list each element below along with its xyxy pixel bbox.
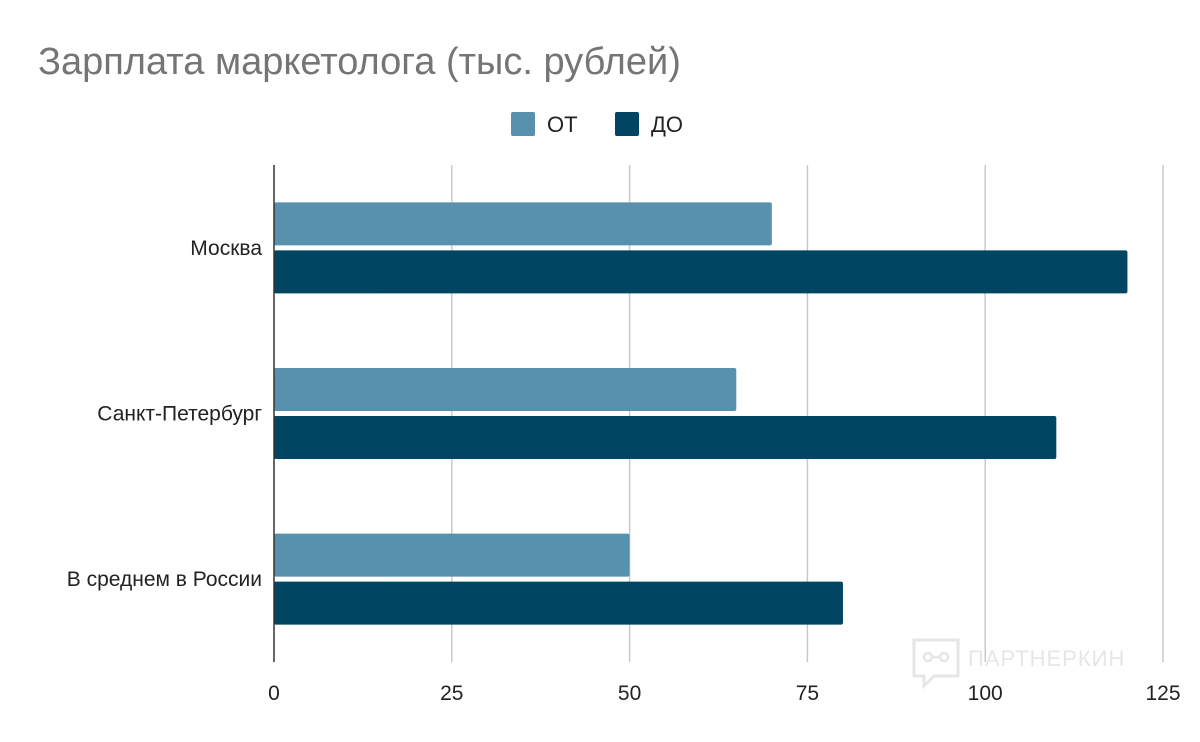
legend-label-ot: ОТ [547,112,578,137]
x-tick-label: 0 [268,682,280,705]
bar-do-1 [274,416,1057,459]
axis-labels: 0 25 50 75 100 125 Москва Санкт-Петербург В сред… [67,237,1181,705]
x-tick-label: 50 [618,682,641,705]
x-tick-label: 125 [1145,682,1180,705]
category-label: В среднем в России [67,568,262,591]
bar-do-0 [274,250,1128,294]
x-tick-label: 100 [968,682,1003,705]
category-label: Москва [190,237,262,260]
bars [274,202,1128,625]
legend-swatch-ot [511,112,535,136]
bar-ot-2 [274,533,630,577]
grid-lines [451,165,1164,662]
category-label: Санкт-Петербург [97,403,262,426]
bar-ot-1 [274,368,737,411]
bar-do-2 [274,581,843,625]
x-tick-label: 25 [440,682,463,705]
x-tick-label: 75 [796,682,819,705]
legend-swatch-do [615,112,639,136]
legend: ОТ ДО [511,112,683,137]
chart-title: Зарплата маркетолога (тыс. рублей) [38,41,681,83]
watermark: ПАРТНЕРКИН [912,638,1125,690]
bar-ot-0 [274,202,772,246]
watermark-text: ПАРТНЕРКИН [968,646,1125,671]
legend-label-do: ДО [651,112,683,137]
partnerkin-logo-icon [912,638,960,690]
